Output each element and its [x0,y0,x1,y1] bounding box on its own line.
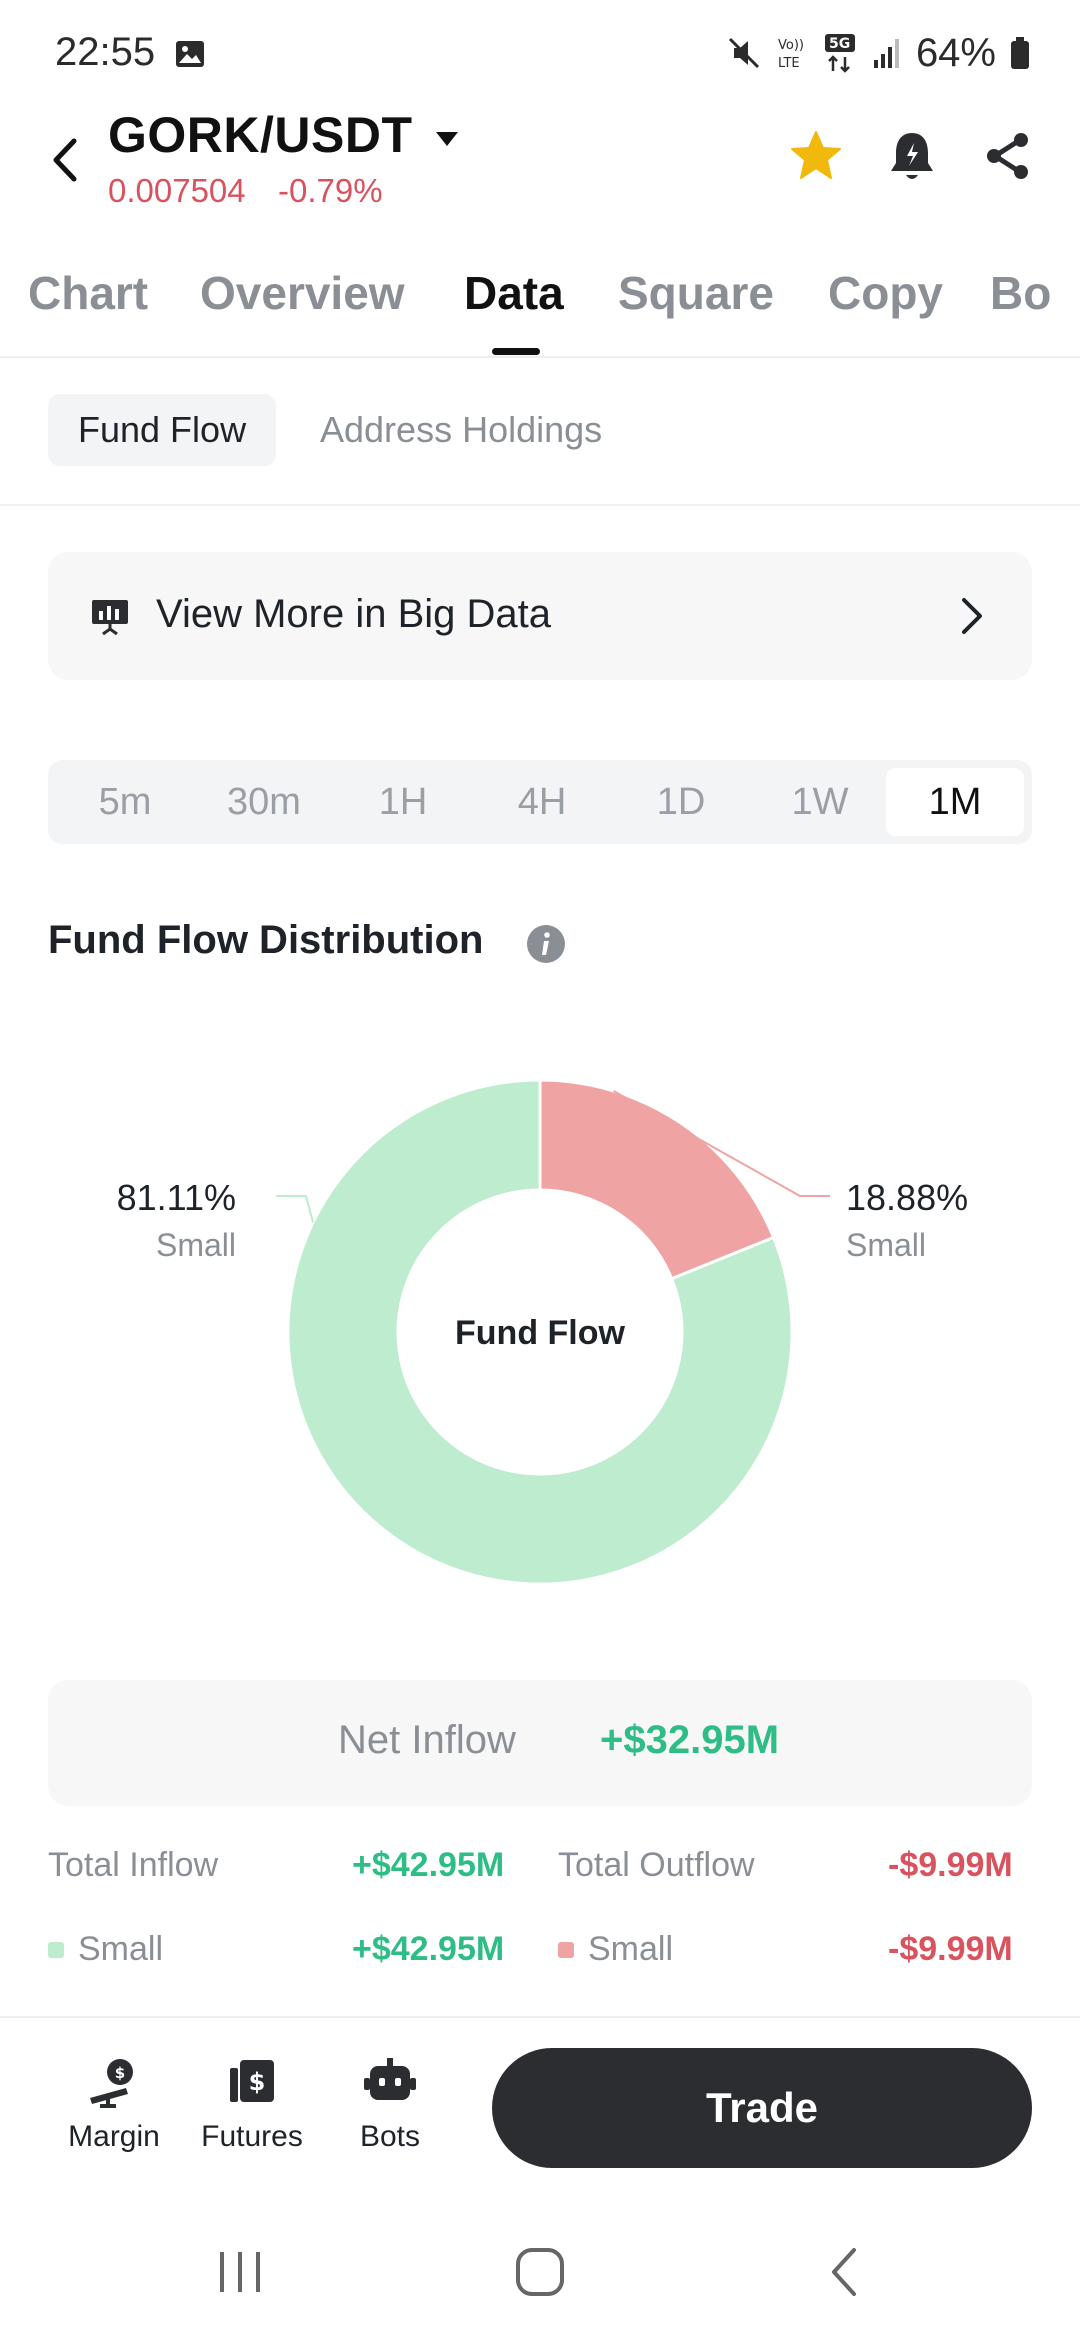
favorite-button[interactable] [786,126,846,186]
futures-icon: $ [230,2060,274,2102]
small-inflow-legend-dot [48,1942,64,1958]
svg-text:$: $ [249,2068,266,2096]
robot-icon [364,2058,416,2100]
mute-icon [728,37,759,69]
big-data-label: View More in Big Data [156,592,551,636]
margin-label: Margin [68,2120,160,2153]
futures-button[interactable]: $ Futures [182,2054,322,2154]
small-outflow-value: -$9.99M [888,1930,1013,1968]
presentation-chart-icon [92,600,128,636]
battery-percent: 64% [915,30,996,75]
tab-chart[interactable]: Chart [28,267,149,319]
net-inflow-value: +$32.95M [600,1718,780,1762]
gallery-notification-icon [176,41,204,67]
small-outflow-legend-dot [558,1942,574,1958]
status-bar: 22:55 Vo)) LTE 5G 64% [0,0,1080,110]
range-30m[interactable]: 30m [227,781,301,823]
tab-copy[interactable]: Copy [828,267,943,319]
margin-icon: $ [90,2059,133,2108]
active-tab-indicator [492,348,540,355]
5g-icon: 5G [824,34,855,73]
range-1w[interactable]: 1W [791,781,849,823]
price-change: -0.79% [278,172,383,209]
donut-percent-label-0: 18.88% [846,1177,968,1218]
tab-bots-partial[interactable]: Bo [990,267,1052,319]
range-1m[interactable]: 1M [886,768,1024,836]
total-outflow-value: -$9.99M [888,1846,1013,1884]
last-price: 0.007504 [108,172,246,209]
donut-percent-label-1: 81.11% [117,1177,236,1218]
donut-leader-line-1 [276,1195,314,1223]
bell-icon [891,133,933,179]
signal-icon [873,39,899,68]
tab-square[interactable]: Square [618,267,774,319]
view-more-big-data-button[interactable]: View More in Big Data [48,552,1032,680]
distribution-title: Fund Flow Distribution [48,918,484,962]
info-icon[interactable] [526,924,566,964]
svg-text:Vo)): Vo)) [778,38,804,53]
svg-text:$: $ [115,2064,125,2082]
back-button[interactable] [40,130,90,190]
small-inflow-value: +$42.95M [352,1930,505,1968]
margin-button[interactable]: $ Margin [44,2054,184,2154]
sub-tabs: Fund Flow Address Holdings [0,358,1080,506]
range-1d[interactable]: 1D [656,781,706,823]
donut-leader-line-0 [613,1090,830,1197]
share-button[interactable] [978,126,1038,186]
svg-text:5G: 5G [829,36,850,52]
net-inflow-card: Net Inflow +$32.95M [48,1680,1032,1806]
home-icon[interactable] [510,2244,570,2300]
range-5m[interactable]: 5m [98,781,152,823]
time-range-selector: 5m 30m 1H 4H 1D 1W 1M [48,760,1032,844]
donut-category-label-1: Small [156,1227,236,1263]
system-back-icon[interactable] [816,2244,876,2300]
fund-flow-donut-chart: Fund Flow 18.88% Small 81.11% Small [117,1078,968,1586]
bottom-action-bar: $ Margin $ Futures Bots Trade [0,2016,1080,2196]
star-icon [791,131,841,179]
main-tabs: Chart Overview Data Square Copy Bo [0,250,1080,358]
total-outflow-label: Total Outflow [558,1846,755,1884]
total-inflow-label: Total Inflow [48,1846,219,1884]
net-inflow-label: Net Inflow [338,1718,516,1762]
system-navigation-bar [0,2196,1080,2340]
caret-down-icon[interactable] [432,124,462,154]
volte-icon: Vo)) LTE [778,38,804,71]
chevron-right-icon [962,598,982,634]
futures-label: Futures [201,2120,303,2153]
range-1h[interactable]: 1H [378,781,428,823]
bots-label: Bots [359,2120,421,2153]
small-outflow-label: Small [588,1930,674,1968]
battery-icon [1011,37,1029,69]
tab-data[interactable]: Data [464,267,564,319]
pair-selector[interactable]: GORK/USDT [108,107,413,163]
small-inflow-label: Small [78,1930,164,1968]
chevron-left-icon [53,138,77,182]
range-4h[interactable]: 4H [517,781,567,823]
svg-text:LTE: LTE [778,56,800,71]
donut-center-label: Fund Flow [455,1314,626,1352]
donut-slice-0 [538,1078,776,1281]
tab-overview[interactable]: Overview [200,267,405,319]
donut-slice-1 [286,1078,794,1586]
status-icons: Vo)) LTE 5G 64% [726,28,1030,78]
price-alert-button[interactable] [882,126,942,186]
bots-button[interactable]: Bots [320,2054,460,2154]
trade-button[interactable]: Trade [492,2048,1032,2168]
total-inflow-value: +$42.95M [352,1846,505,1884]
pair-header: GORK/USDT 0.007504 -0.79% [0,100,1080,220]
clock: 22:55 [55,30,156,74]
subtab-address-holdings[interactable]: Address Holdings [320,409,603,450]
recent-apps-icon[interactable] [210,2244,270,2300]
subtab-fund-flow[interactable]: Fund Flow [48,394,277,466]
donut-category-label-0: Small [846,1227,926,1263]
share-icon [987,133,1028,179]
